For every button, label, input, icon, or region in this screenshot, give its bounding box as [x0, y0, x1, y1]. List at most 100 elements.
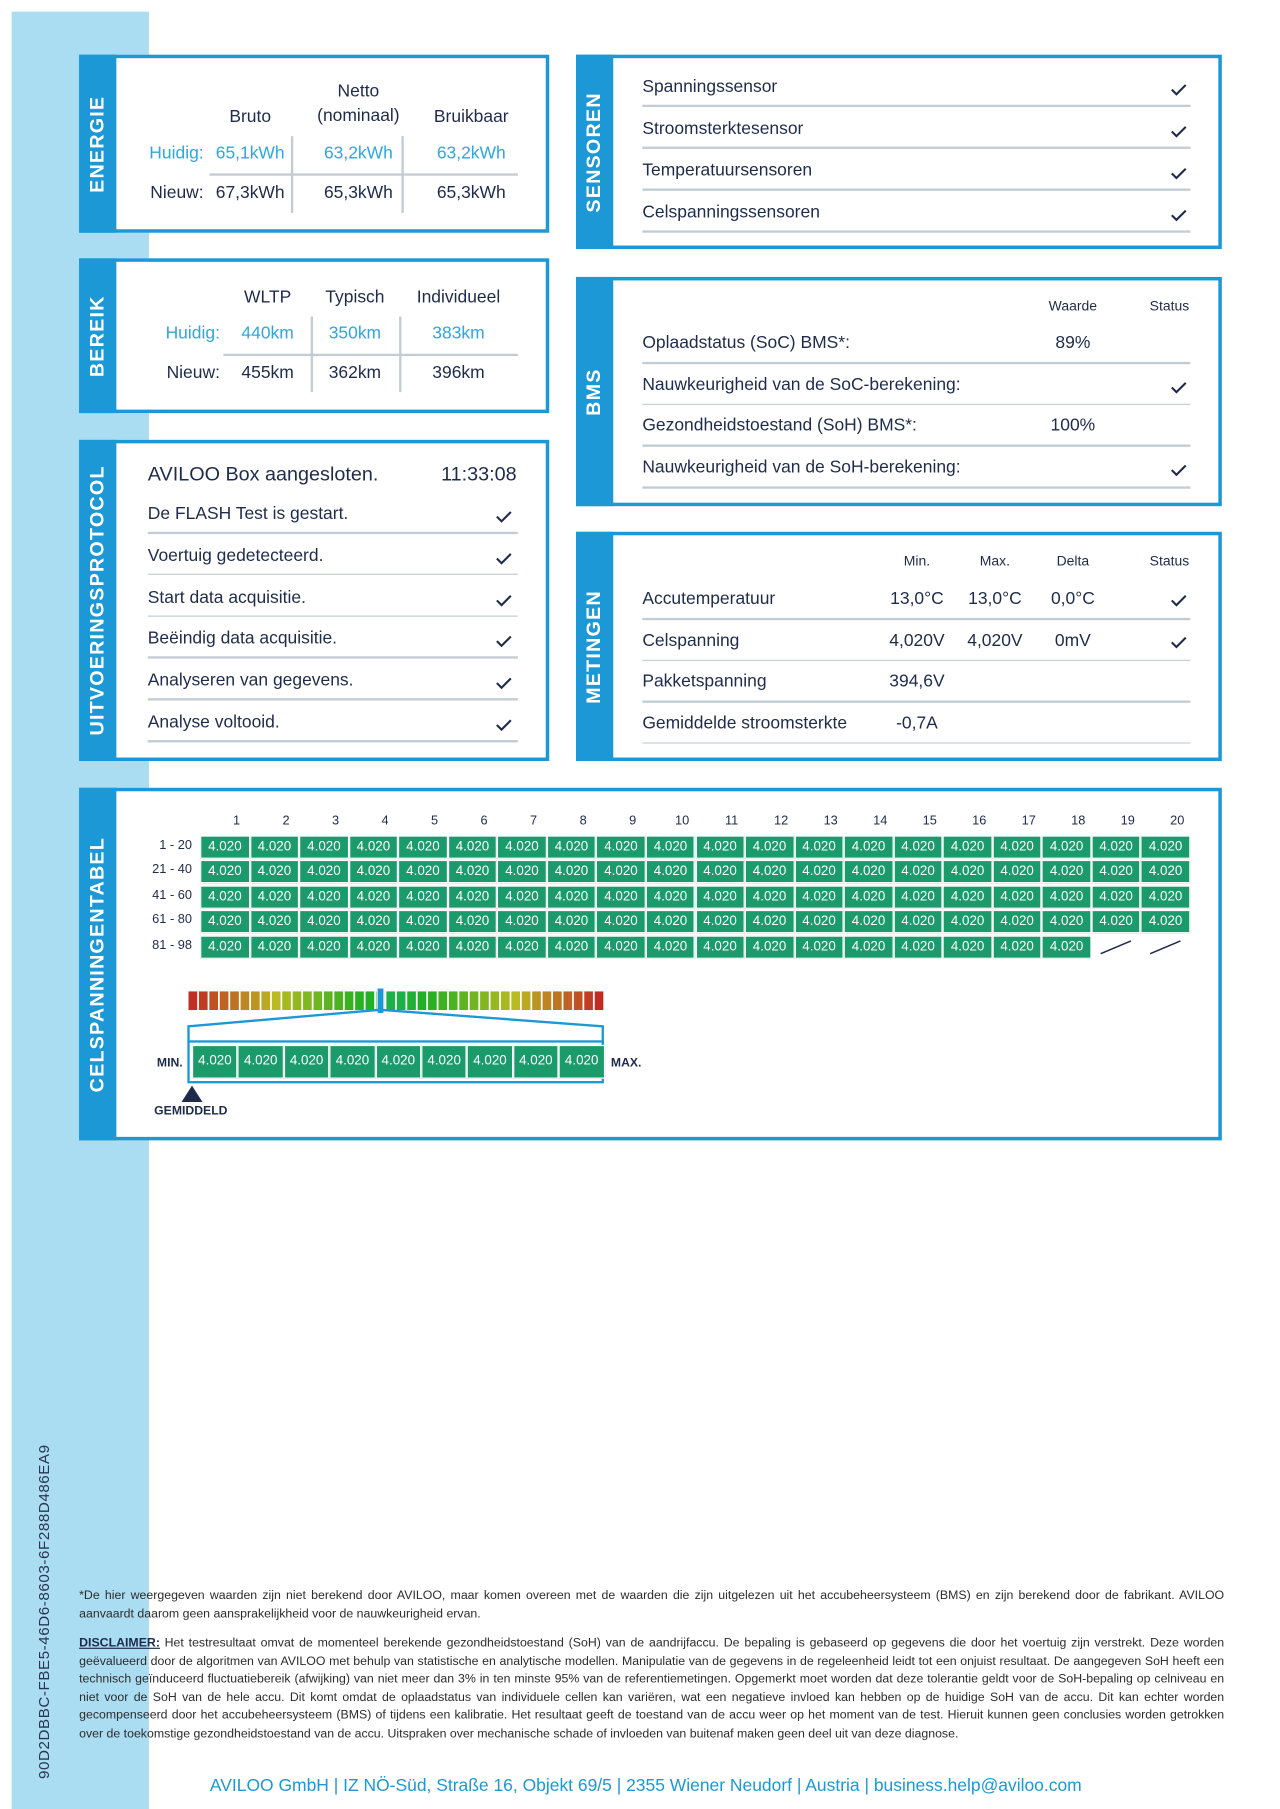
- scale-segment: [469, 991, 479, 1011]
- cell-voltage: 4.020: [546, 860, 597, 884]
- separator-line: [642, 230, 1191, 233]
- cell-voltage: 4.020: [794, 885, 844, 909]
- checkmark-icon: [1171, 167, 1187, 180]
- cell-voltage: 4.020: [1041, 935, 1092, 959]
- energy-value: 67,3kWh: [215, 182, 285, 203]
- cell-voltage: 4.020: [1041, 885, 1092, 909]
- scale-segment: [500, 991, 510, 1011]
- column-number: 4: [381, 813, 389, 828]
- cell-voltage: 4.020: [695, 860, 745, 884]
- scale-segment: [198, 991, 208, 1011]
- cell-voltage: 4.020: [299, 910, 349, 934]
- cell-voltage: 4.020: [1041, 910, 1092, 934]
- scale-segment: [573, 991, 583, 1011]
- scale-segment: [219, 991, 229, 1011]
- measurement-value: 13,0°C: [890, 588, 944, 609]
- energy-value: 63,2kWh: [436, 143, 506, 163]
- checkmark-icon: [496, 719, 512, 732]
- column-number: 1: [232, 813, 241, 828]
- measurement-value: 4,020V: [967, 630, 1023, 650]
- empty-cell-slash: [1149, 940, 1181, 955]
- column-header: Bruto: [229, 107, 272, 127]
- separator-line: [147, 698, 518, 701]
- cell-voltage: 4.020: [398, 935, 448, 959]
- scale-segment: [188, 991, 198, 1011]
- cell-voltage: 4.020: [299, 935, 349, 959]
- cell-voltage: 4.020: [942, 885, 993, 909]
- cell-voltage: 4.020: [893, 910, 943, 934]
- bms-name: Nauwkeurigheid van de SoH-berekening:: [642, 457, 961, 478]
- cell-voltage: 4.020: [398, 860, 448, 884]
- separator-line: [147, 531, 518, 534]
- empty-cell-slash: [1100, 940, 1132, 955]
- cell-voltage: 4.020: [348, 935, 399, 959]
- scale-segment: [480, 991, 489, 1011]
- range-cell: 4.020: [375, 1044, 422, 1079]
- checkmark-icon: [1171, 595, 1187, 607]
- cell-voltage: 4.020: [249, 835, 300, 859]
- column-number: 3: [332, 813, 340, 828]
- scale-segment: [292, 991, 302, 1011]
- scale-segment: [386, 991, 396, 1011]
- scale-segment: [532, 991, 541, 1011]
- metingen-panel: [576, 531, 1222, 762]
- measurement-value: 0,0°C: [1050, 588, 1095, 609]
- energy-value: 65,3kWh: [323, 182, 393, 203]
- cell-voltage: 4.020: [744, 835, 795, 859]
- cell-voltage: 4.020: [744, 935, 795, 959]
- cell-voltage: 4.020: [695, 835, 745, 859]
- column-header: Bruikbaar: [433, 107, 509, 127]
- row-range-label: 81 - 98: [152, 937, 193, 952]
- separator-line: [147, 740, 518, 742]
- cell-voltage: 4.020: [348, 910, 399, 934]
- cell-voltage: 4.020: [447, 860, 498, 884]
- range-cell: 4.020: [467, 1044, 513, 1079]
- sensor-name: Spanningssensor: [642, 76, 778, 97]
- checkmark-icon: [1171, 382, 1187, 394]
- row-range-label: 1 - 20: [159, 838, 193, 853]
- scale-segment: [250, 991, 260, 1011]
- separator-line: [642, 741, 1191, 744]
- row-label: Huidig:: [149, 143, 204, 163]
- average-label: GEMIDDELD: [154, 1103, 228, 1118]
- range-cell: 4.020: [329, 1044, 376, 1079]
- cell-voltage: 4.020: [1091, 835, 1141, 859]
- protocol-step: Start data acquisitie.: [147, 587, 306, 607]
- measurement-value: 0mV: [1054, 630, 1091, 650]
- cell-voltage: 4.020: [200, 935, 250, 959]
- cell-voltage: 4.020: [447, 885, 498, 909]
- scale-segment: [334, 991, 343, 1011]
- column-header: Waarde: [1048, 297, 1098, 314]
- separator-line: [642, 361, 1191, 364]
- cell-voltage: 4.020: [645, 835, 696, 859]
- scale-segment: [271, 991, 281, 1011]
- scale-segment: [521, 991, 531, 1011]
- disclaimer: DISCLAIMER: Het testresultaat omvat de mo…: [79, 1635, 1224, 1744]
- checkmark-icon: [496, 553, 512, 565]
- scale-segment: [209, 991, 219, 1011]
- cell-voltage: 4.020: [348, 860, 399, 884]
- row-label: Huidig:: [165, 323, 220, 344]
- footer-contact: AVILOO GmbH | IZ NÖ-Süd, Straße 16, Obje…: [209, 1775, 1082, 1796]
- cell-voltage: 4.020: [299, 885, 349, 909]
- scale-segment: [303, 991, 312, 1011]
- range-value: 362km: [328, 363, 382, 383]
- cell-voltage: 4.020: [200, 885, 250, 909]
- scale-segment: [438, 991, 448, 1011]
- bms-name: Nauwkeurigheid van de SoC-berekening:: [642, 374, 961, 395]
- protocol-step: De FLASH Test is gestart.: [147, 503, 349, 524]
- scale-segment: [396, 991, 406, 1011]
- measurement-value: 13,0°C: [968, 588, 1022, 609]
- range-cell: 4.020: [512, 1044, 559, 1079]
- scale-segment: [417, 991, 427, 1011]
- separator-line: [209, 173, 518, 176]
- separator-line: [642, 146, 1191, 149]
- column-header: Max.: [979, 552, 1011, 569]
- cell-voltage: 4.020: [744, 910, 795, 934]
- cell-voltage: 4.020: [1140, 860, 1191, 884]
- checkmark-icon: [496, 511, 512, 523]
- cell-voltage: 4.020: [794, 835, 844, 859]
- sensor-name: Stroomsterktesensor: [642, 118, 804, 139]
- column-number: 5: [431, 813, 439, 828]
